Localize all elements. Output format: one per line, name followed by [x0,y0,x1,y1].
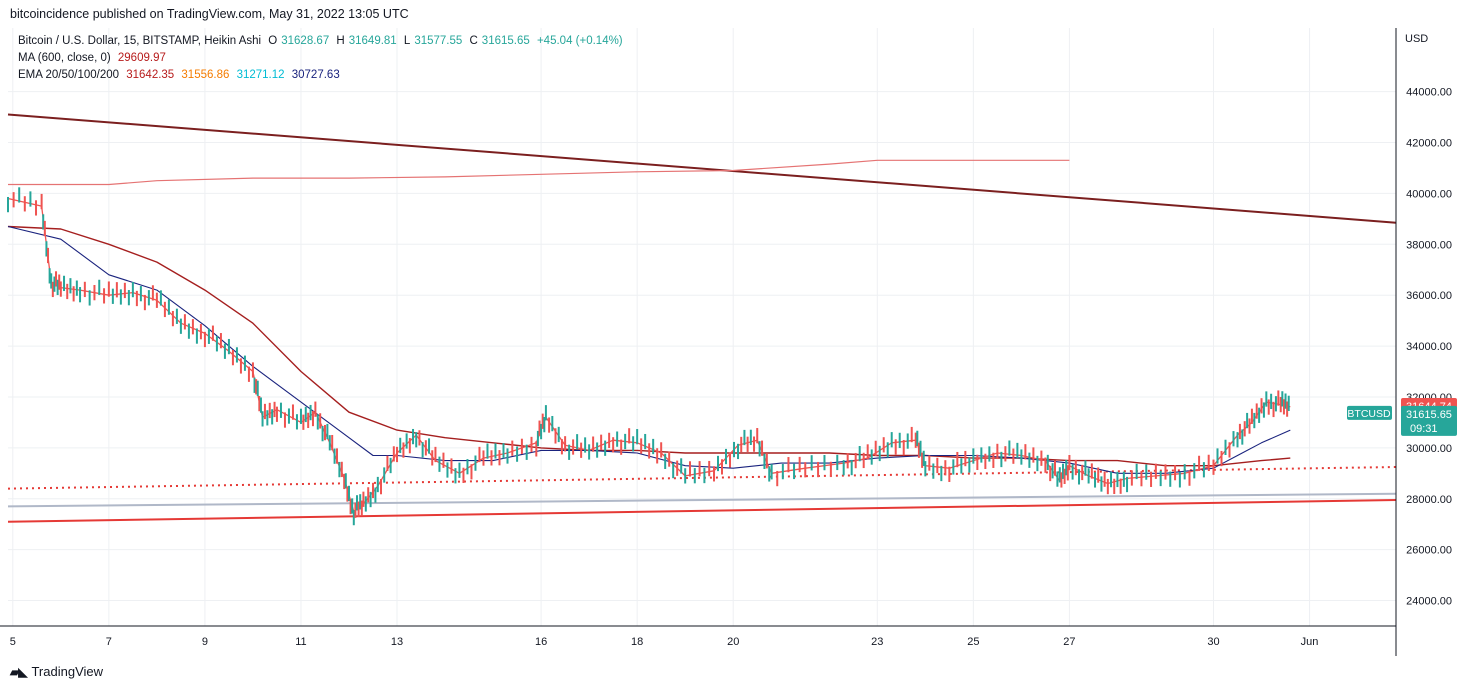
series-line-ema-200 [7,225,1291,474]
legend-symbol: Bitcoin / U.S. Dollar, 15, BITSTAMP, Hei… [18,35,262,47]
publisher-line: bitcoincidence published on TradingView.… [10,7,409,21]
legend-open-value: 31628.67 [281,35,330,47]
x-tick-label: 7 [106,636,112,648]
x-tick-label: 5 [10,636,16,648]
y-tick-label: 42000.00 [1406,138,1452,150]
x-tick-label: 27 [1063,636,1075,648]
currency-label: USD [1405,33,1428,45]
x-tick-label: 13 [391,636,403,648]
chart-canvas[interactable]: 24000.0026000.0028000.0030000.0032000.00… [0,28,1473,658]
legend-high-value: 31649.81 [348,35,397,47]
x-tick-label: 16 [535,636,547,648]
legend-change: +45.04 (+0.14%) [536,35,623,47]
chart-grid [8,28,1396,626]
legend-high-label: H [336,35,345,47]
y-tick-label: 44000.00 [1406,87,1452,99]
legend-close-value: 31615.65 [481,35,530,47]
x-tick-label: 30 [1207,636,1219,648]
current-price-tag [1401,405,1457,436]
legend-ma-value: 29609.97 [117,52,166,64]
y-tick-label: 26000.00 [1406,545,1452,557]
y-tick-label: 36000.00 [1406,290,1452,302]
legend-ema-20-value: 31642.35 [126,69,175,81]
legend-ohlc: Bitcoin / U.S. Dollar, 15, BITSTAMP, Hei… [18,35,627,47]
legend-ema-200-value: 30727.63 [291,69,340,81]
countdown-label: 09:31 [1410,423,1438,435]
series-line-descending-trendline [7,113,1397,224]
y-tick-label: 28000.00 [1406,494,1452,506]
legend-ema-50-value: 31556.86 [181,69,230,81]
tradingview-logo-icon: ▰◣ [10,664,27,679]
chart-axes: 24000.0026000.0028000.0030000.0032000.00… [0,28,1457,656]
series-line-dotted-support [7,466,1397,490]
legend-ema: EMA 20/50/100/200 31642.35 31556.86 3127… [18,69,344,81]
y-tick-label: 24000.00 [1406,596,1452,608]
y-tick-label: 38000.00 [1406,239,1452,251]
series-line-btcusd [7,197,1291,513]
x-tick-label: 20 [727,636,739,648]
x-tick-label: 23 [871,636,883,648]
y-tick-label: 34000.00 [1406,341,1452,353]
x-tick-label: 11 [295,636,306,648]
x-tick-label: 18 [631,636,643,648]
legend-ema-label: EMA 20/50/100/200 [18,69,120,81]
footer-brand[interactable]: ▰◣ TradingView [10,664,103,679]
x-tick-label: Jun [1301,636,1319,648]
legend-low-label: L [403,35,411,47]
legend-ma: MA (600, close, 0) 29609.97 [18,52,170,64]
y-tick-label: 40000.00 [1406,188,1452,200]
chart-series [7,113,1397,526]
legend-low-value: 31577.55 [414,35,463,47]
x-tick-label: 25 [967,636,979,648]
symbol-tag [1347,405,1392,420]
series-line-ma-600-close-0-elevated [8,159,1070,186]
series-line-grey-line [7,492,1397,508]
legend-ma-label: MA (600, close, 0) [18,52,111,64]
legend-open-label: O [268,35,278,47]
current-price-label: 31615.65 [1406,409,1452,421]
legend-close-label: C [469,35,478,47]
y-tick-label: 30000.00 [1406,443,1452,455]
footer-brand-label: TradingView [31,664,104,679]
legend-ema-100-value: 31271.12 [236,69,285,81]
series-line-support-line [7,499,1397,523]
symbol-tag-label: BTCUSD [1347,408,1391,420]
x-tick-label: 9 [202,636,208,648]
